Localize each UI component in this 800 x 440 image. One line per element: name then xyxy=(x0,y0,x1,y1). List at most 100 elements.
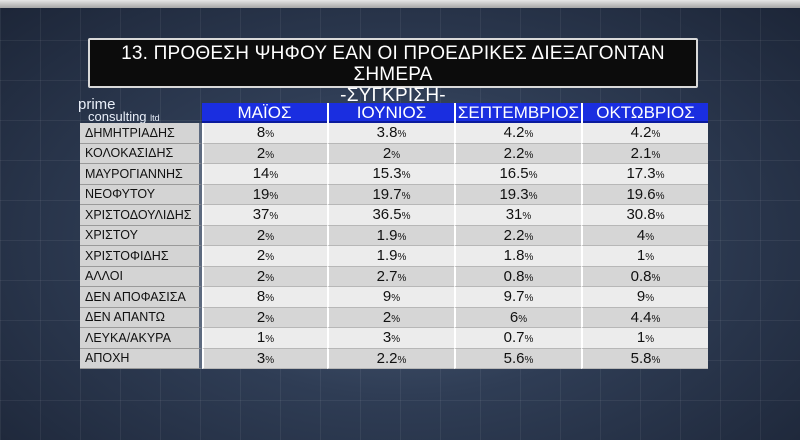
value-number: 2 xyxy=(382,144,392,162)
percent-sign: % xyxy=(269,170,279,182)
value-cell: 1% xyxy=(202,328,327,349)
percent-sign: % xyxy=(651,313,661,325)
value-number: 6 xyxy=(509,308,519,326)
value-number: 2 xyxy=(256,144,266,162)
percent-sign: % xyxy=(265,129,275,141)
value-number: 5.6 xyxy=(503,349,525,367)
value-cell: 1% xyxy=(581,328,708,349)
chart-title: 13. ΠΡΟΘΕΣΗ ΨΗΦΟΥ ΕΑΝ ΟΙ ΠΡΟΕΔΡΙΚΕΣ ΔΙΕΞ… xyxy=(121,43,665,85)
percent-sign: % xyxy=(391,334,401,346)
percent-sign: % xyxy=(269,190,279,202)
value-number: 4.4 xyxy=(630,308,652,326)
value-cell: 19.7% xyxy=(327,184,454,205)
value-cell: 4.2% xyxy=(581,123,708,144)
percent-sign: % xyxy=(522,211,532,223)
percent-sign: % xyxy=(651,354,661,366)
value-number: 1 xyxy=(636,329,646,347)
percent-sign: % xyxy=(651,129,661,141)
value-cell: 31% xyxy=(454,205,581,226)
value-cell: 2% xyxy=(202,225,327,246)
value-cell: 0.8% xyxy=(581,266,708,287)
percent-sign: % xyxy=(265,354,275,366)
table-row: ΑΠΟΧΗ 3% 2.2% 5.6% 5.8% xyxy=(80,348,708,369)
value-number: 19.7 xyxy=(372,185,402,203)
percent-sign: % xyxy=(655,170,665,182)
table-row: ΧΡΙΣΤΟΥ 2% 1.9% 2.2% 4% xyxy=(80,225,708,246)
value-number: 30.8 xyxy=(626,206,656,224)
value-cell: 36.5% xyxy=(327,205,454,226)
value-cell: 30.8% xyxy=(581,205,708,226)
value-number: 9 xyxy=(636,288,646,306)
value-cell: 2.2% xyxy=(454,143,581,164)
value-number: 15.3 xyxy=(372,165,402,183)
value-cell: 17.3% xyxy=(581,164,708,185)
table-row: ΔΕΝ ΑΠΑΝΤΩ 2% 2% 6% 4.4% xyxy=(80,307,708,328)
value-cell: 37% xyxy=(202,205,327,226)
logo-text-consulting: consulting ltd xyxy=(88,109,160,124)
value-number: 2.2 xyxy=(503,226,525,244)
value-cell: 4% xyxy=(581,225,708,246)
header-row: ΜΑΪΟΣ ΙΟΥΝΙΟΣ ΣΕΠΤΕΜΒΡΙΟΣ ΟΚΤΩΒΡΙΟΣ xyxy=(80,103,708,123)
value-cell: 2.2% xyxy=(454,225,581,246)
percent-sign: % xyxy=(524,252,534,264)
value-number: 9 xyxy=(382,288,392,306)
percent-sign: % xyxy=(524,231,534,243)
chart-title-box: 13. ΠΡΟΘΕΣΗ ΨΗΦΟΥ ΕΑΝ ΟΙ ΠΡΟΕΔΡΙΚΕΣ ΔΙΕΞ… xyxy=(88,38,698,106)
row-label: ΧΡΙΣΤΟΔΟΥΛΙΔΗΣ xyxy=(80,205,202,226)
value-cell: 5.6% xyxy=(454,348,581,369)
percent-sign: % xyxy=(524,354,534,366)
percent-sign: % xyxy=(528,170,538,182)
value-number: 2.2 xyxy=(376,349,398,367)
column-header: ΙΟΥΝΙΟΣ xyxy=(327,103,454,123)
value-cell: 14% xyxy=(202,164,327,185)
row-label: ΝΕΟΦΥΤΟΥ xyxy=(80,184,202,205)
value-number: 17.3 xyxy=(626,165,656,183)
table-row: ΛΕΥΚΑ/ΑΚΥΡΑ 1% 3% 0.7% 1% xyxy=(80,328,708,349)
percent-sign: % xyxy=(265,293,275,305)
row-label: ΚΟΛΟΚΑΣΙΔΗΣ xyxy=(80,143,202,164)
value-number: 36.5 xyxy=(372,206,402,224)
percent-sign: % xyxy=(645,293,655,305)
value-number: 2 xyxy=(256,267,266,285)
value-number: 37 xyxy=(252,206,270,224)
percent-sign: % xyxy=(391,293,401,305)
logo-text-ltd: ltd xyxy=(150,113,160,123)
value-number: 3 xyxy=(382,329,392,347)
table-row: ΜΑΥΡΟΓΙΑΝΝΗΣ 14% 15.3% 16.5% 17.3% xyxy=(80,164,708,185)
value-cell: 2% xyxy=(327,307,454,328)
value-number: 19.3 xyxy=(499,185,529,203)
top-bar xyxy=(0,0,800,8)
table-row: ΔΕΝ ΑΠΟΦΑΣΙΣΑ 8% 9% 9.7% 9% xyxy=(80,287,708,308)
percent-sign: % xyxy=(524,272,534,284)
value-cell: 0.7% xyxy=(454,328,581,349)
value-cell: 2.2% xyxy=(327,348,454,369)
value-cell: 15.3% xyxy=(327,164,454,185)
percent-sign: % xyxy=(401,211,411,223)
percent-sign: % xyxy=(265,334,275,346)
prime-consulting-logo: prime consulting ltd xyxy=(78,96,198,126)
value-cell: 3% xyxy=(202,348,327,369)
percent-sign: % xyxy=(397,272,407,284)
value-number: 2 xyxy=(382,308,392,326)
value-number: 1 xyxy=(256,329,266,347)
row-label: ΑΛΛΟΙ xyxy=(80,266,202,287)
value-number: 1.9 xyxy=(376,226,398,244)
value-cell: 8% xyxy=(202,287,327,308)
value-number: 2.2 xyxy=(503,144,525,162)
percent-sign: % xyxy=(391,313,401,325)
value-number: 2 xyxy=(256,226,266,244)
percent-sign: % xyxy=(265,231,275,243)
value-number: 3.8 xyxy=(376,124,398,142)
percent-sign: % xyxy=(397,252,407,264)
value-cell: 3% xyxy=(327,328,454,349)
percent-sign: % xyxy=(401,170,411,182)
percent-sign: % xyxy=(524,149,534,161)
percent-sign: % xyxy=(655,211,665,223)
value-number: 19.6 xyxy=(626,185,656,203)
value-cell: 0.8% xyxy=(454,266,581,287)
value-number: 1.9 xyxy=(376,247,398,265)
percent-sign: % xyxy=(265,252,275,264)
value-cell: 2% xyxy=(327,143,454,164)
value-cell: 6% xyxy=(454,307,581,328)
row-label: ΔΕΝ ΑΠΟΦΑΣΙΣΑ xyxy=(80,287,202,308)
